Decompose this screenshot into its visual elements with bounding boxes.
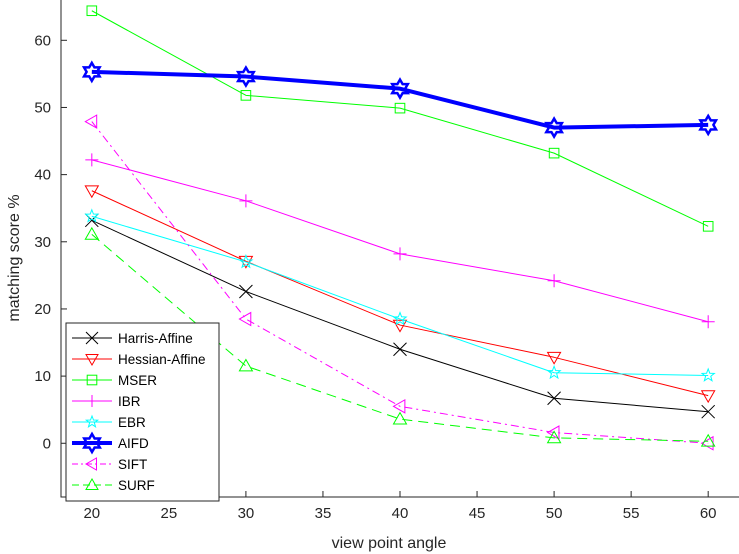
data-point: [84, 114, 98, 129]
data-point: [240, 90, 252, 101]
series-harris-affine: [84, 213, 716, 419]
legend-swatch-marker: [85, 477, 99, 490]
legend-swatch-marker: [85, 354, 99, 367]
data-point: [393, 342, 407, 357]
series-line: [91, 121, 709, 444]
data-point: [81, 60, 102, 84]
y-tick-label: 20: [34, 301, 51, 318]
x-tick-label: 35: [315, 505, 332, 522]
y-tick-label: 40: [34, 167, 51, 184]
data-point: [700, 390, 716, 404]
legend-item: Hessian-Affine: [72, 352, 206, 367]
data-point: [546, 351, 562, 365]
data-point: [85, 153, 99, 167]
series-mser: [86, 5, 714, 232]
data-point: [392, 311, 408, 326]
legend-label: Hessian-Affine: [118, 352, 206, 367]
data-point: [390, 77, 410, 101]
axis-frame: [60, 0, 739, 498]
data-point: [548, 147, 560, 159]
data-point: [84, 208, 100, 223]
data-point: [394, 102, 406, 114]
legend-swatch-marker: [84, 457, 97, 471]
legend-label: Harris-Affine: [118, 331, 193, 346]
legend-item: SURF: [72, 477, 155, 493]
x-tick-label: 60: [700, 505, 717, 522]
data-point: [392, 411, 408, 425]
series-line: [91, 234, 709, 442]
data-point: [235, 65, 256, 89]
y-tick-label: 60: [34, 32, 51, 49]
legend-item: IBR: [72, 394, 141, 409]
data-point: [701, 315, 715, 329]
data-point: [392, 398, 406, 414]
data-point: [544, 116, 565, 140]
data-point: [546, 364, 562, 380]
data-point: [702, 221, 714, 232]
x-tick-label: 30: [238, 505, 255, 522]
legend-box: [65, 322, 220, 502]
x-tick-label: 40: [392, 505, 409, 522]
data-point: [238, 358, 254, 372]
data-point: [239, 284, 253, 299]
data-point: [392, 319, 408, 333]
legend-swatch-marker: [82, 431, 102, 455]
series-line: [91, 215, 709, 376]
series-ebr: [84, 208, 716, 382]
series-line: [91, 69, 709, 130]
legend-label: MSER: [118, 373, 157, 388]
series-surf: [84, 226, 716, 447]
data-point: [238, 254, 254, 269]
y-tick-label: 10: [34, 368, 51, 385]
data-point: [393, 247, 407, 261]
legend-label: SURF: [118, 478, 155, 493]
x-tick-label: 50: [546, 505, 563, 522]
legend-label: AIFD: [118, 436, 149, 451]
y-axis-label: matching score %: [6, 194, 23, 321]
data-point: [546, 425, 560, 440]
series-ibr: [85, 153, 715, 329]
data-point: [698, 113, 719, 137]
legend-item: SIFT: [72, 457, 147, 472]
axes-layer: 20 25 30 35 40 45 50 55 60 0 10 20 30 40 50 60: [34, 0, 739, 522]
x-tick-label: 45: [469, 505, 486, 522]
series-aifd: [81, 60, 719, 140]
legend-swatch-marker: [85, 331, 99, 345]
data-point: [238, 311, 252, 327]
legend-label: IBR: [118, 394, 141, 409]
data-point: [546, 430, 562, 444]
series-layer: [81, 5, 719, 451]
legend: Harris-Affine Hessian-Affine MSER IBR EBR AIF…: [65, 322, 220, 502]
legend-item: MSER: [72, 373, 157, 388]
x-tick-label: 25: [161, 505, 178, 522]
data-point: [86, 5, 98, 17]
x-tick-label: 20: [83, 505, 100, 522]
data-point: [701, 404, 716, 419]
legend-item: AIFD: [72, 431, 149, 455]
y-tick-label: 30: [34, 234, 51, 251]
data-point: [700, 433, 716, 447]
y-tick-label: 0: [43, 435, 51, 452]
legend-item: EBR: [72, 414, 146, 430]
data-point: [547, 391, 561, 406]
x-axis-label: view point angle: [332, 535, 447, 552]
y-tick-label: 50: [34, 99, 51, 116]
legend-swatch-marker: [84, 414, 100, 429]
legend-swatch-marker: [86, 374, 98, 386]
legend-label: EBR: [118, 415, 146, 430]
series-line: [91, 190, 709, 397]
data-point: [547, 274, 561, 288]
data-point: [84, 185, 100, 199]
legend-item: Harris-Affine: [72, 331, 193, 346]
x-tick-label: 55: [623, 505, 640, 522]
data-point: [84, 226, 100, 240]
series-line: [91, 10, 709, 227]
data-point: [239, 194, 253, 208]
legend-label: SIFT: [118, 457, 147, 472]
legend-swatch-marker: [86, 395, 98, 407]
data-point: [700, 367, 716, 382]
